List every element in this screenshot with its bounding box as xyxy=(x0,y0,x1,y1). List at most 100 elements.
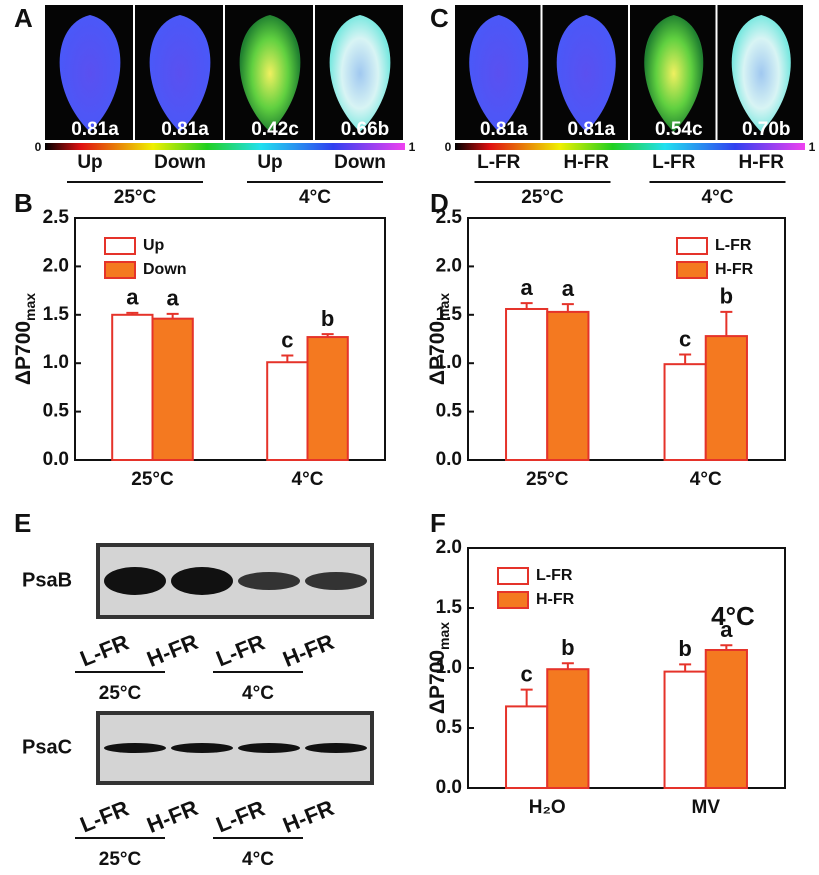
y-axis-label-main: ΔP700 xyxy=(426,321,449,385)
y-tick-label: 1.0 xyxy=(436,352,462,373)
bar xyxy=(266,361,309,461)
leaf xyxy=(731,15,791,132)
condition-label: Down xyxy=(334,152,386,173)
lane-label: H-FR xyxy=(143,795,201,838)
group-label: 25°C xyxy=(521,187,564,208)
legend-swatch xyxy=(497,591,529,609)
y-axis-label: ΔP700max xyxy=(426,293,452,385)
leaf xyxy=(149,15,211,132)
y-axis-label-sub: max xyxy=(436,622,452,650)
error-bar xyxy=(561,303,574,312)
protein-label: PsaB xyxy=(22,569,72,591)
colorbar xyxy=(45,143,405,150)
bar xyxy=(663,670,707,789)
leaf xyxy=(469,15,529,132)
significance-letter: c xyxy=(281,327,293,352)
image-value-label: 0.81a xyxy=(161,119,209,140)
significance-letter: b xyxy=(720,284,733,309)
plot-frame xyxy=(74,217,386,461)
y-tick-label: 1.5 xyxy=(436,304,463,325)
colorbar xyxy=(455,143,805,150)
plot-frame xyxy=(467,217,786,461)
error-bar xyxy=(720,310,733,337)
y-tick-label: 2.5 xyxy=(43,207,70,228)
panel-letter: F xyxy=(430,508,446,538)
y-tick-label: 0.5 xyxy=(43,401,70,422)
image-value-label: 0.81a xyxy=(71,119,119,140)
blot-band xyxy=(171,743,233,753)
y-axis-label-main: ΔP700 xyxy=(426,650,449,714)
blot-band xyxy=(104,743,166,753)
error-bar xyxy=(520,688,533,707)
bar xyxy=(151,317,194,461)
significance-letter: b xyxy=(561,635,574,660)
panel-letter: B xyxy=(14,188,33,218)
y-tick-label: 1.5 xyxy=(436,597,463,618)
y-tick-label: 0.0 xyxy=(436,449,462,470)
condition-label: L-FR xyxy=(652,152,696,173)
legend-label: H-FR xyxy=(715,261,754,278)
legend-label: Up xyxy=(143,237,165,254)
image-value-label: 0.54c xyxy=(655,119,703,140)
error-bar xyxy=(126,311,139,315)
y-tick-label: 2.0 xyxy=(436,537,462,558)
x-tick-label: 25°C xyxy=(131,469,174,490)
blot-band xyxy=(104,567,166,595)
annotation: 4°C xyxy=(711,601,755,631)
y-axis-label: ΔP700max xyxy=(12,293,38,385)
group-label: 4°C xyxy=(242,683,274,704)
x-tick-label: 25°C xyxy=(526,469,569,490)
error-bar xyxy=(720,644,733,650)
bar xyxy=(546,310,590,461)
legend-swatch xyxy=(497,567,529,585)
lane-label: L-FR xyxy=(212,629,268,671)
lane-label: L-FR xyxy=(76,629,132,671)
bar xyxy=(663,363,707,461)
bar xyxy=(704,649,748,789)
leaf xyxy=(239,15,301,132)
bar xyxy=(546,668,590,790)
group-label: 25°C xyxy=(114,187,157,208)
legend-swatch xyxy=(104,261,136,279)
lane-label: L-FR xyxy=(76,795,132,837)
leaf xyxy=(59,15,121,132)
x-tick-label: 4°C xyxy=(690,469,722,490)
image-value-label: 0.70b xyxy=(742,119,791,140)
legend-swatch xyxy=(676,237,708,255)
panel-letter: D xyxy=(430,188,449,218)
significance-letter: b xyxy=(321,306,334,331)
y-tick-label: 1.0 xyxy=(43,352,69,373)
blot-band xyxy=(238,572,300,590)
significance-letter: a xyxy=(167,286,180,311)
y-tick-label: 1.5 xyxy=(43,304,70,325)
protein-label: PsaC xyxy=(22,736,72,758)
blot-band xyxy=(305,743,367,753)
significance-letter: a xyxy=(126,285,139,310)
blot-band xyxy=(305,572,367,590)
bar xyxy=(111,313,154,461)
significance-letter: a xyxy=(720,617,733,642)
panel-letter: E xyxy=(14,508,31,538)
x-tick-label: H₂O xyxy=(529,797,566,818)
significance-letter: a xyxy=(562,276,575,301)
group-label: 25°C xyxy=(99,849,142,870)
y-tick-label: 0.5 xyxy=(436,401,463,422)
y-tick-label: 0.0 xyxy=(43,449,69,470)
y-tick-label: 2.0 xyxy=(436,255,462,276)
error-bar xyxy=(166,312,179,319)
leaf xyxy=(644,15,704,132)
y-tick-label: 0.0 xyxy=(436,777,462,798)
leaf xyxy=(329,15,391,132)
error-bar xyxy=(321,333,334,338)
x-tick-label: MV xyxy=(692,797,721,818)
significance-letter: a xyxy=(521,275,534,300)
lane-label: L-FR xyxy=(212,795,268,837)
lane-label: H-FR xyxy=(143,629,201,672)
legend-swatch xyxy=(676,261,708,279)
colorbar-min: 0 xyxy=(445,140,452,154)
condition-label: Down xyxy=(154,152,206,173)
colorbar-min: 0 xyxy=(35,140,42,154)
image-value-label: 0.81a xyxy=(480,119,528,140)
colorbar-max: 1 xyxy=(409,140,416,154)
